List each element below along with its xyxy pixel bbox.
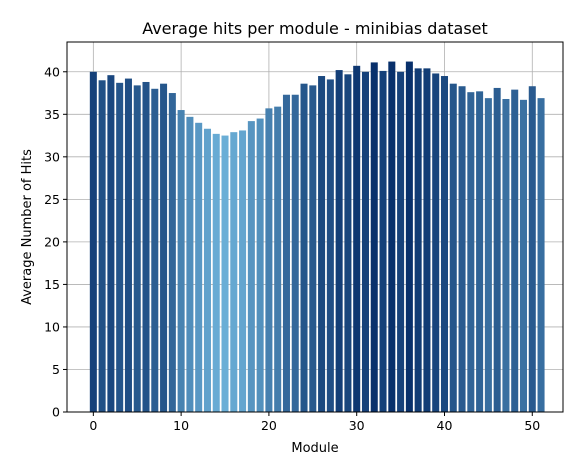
y-tick-label: 0 (52, 405, 60, 420)
bar-module-27 (326, 79, 334, 412)
bar-module-23 (291, 94, 299, 413)
bar-module-46 (493, 87, 501, 413)
bar-module-35 (397, 71, 405, 413)
bar-module-0 (89, 71, 97, 413)
bar-module-12 (195, 122, 203, 412)
x-axis-label: Module (291, 441, 338, 456)
bar-module-24 (300, 83, 308, 412)
bar-module-2 (107, 75, 115, 412)
y-axis-label: Average Number of Hits (20, 149, 35, 305)
bar-module-8 (160, 83, 168, 412)
x-tick-label: 30 (349, 418, 365, 433)
bar-module-32 (370, 62, 378, 413)
bar-module-33 (379, 70, 387, 412)
y-tick-label: 10 (44, 319, 60, 334)
bar-module-47 (502, 98, 510, 413)
bar-module-3 (116, 82, 124, 413)
y-axis-ticks: 0 5 10 15 20 25 30 35 40 (44, 64, 67, 420)
bar-module-36 (405, 61, 413, 412)
bar-module-39 (432, 73, 440, 413)
bar-module-50 (528, 86, 536, 412)
y-tick-label: 15 (44, 277, 60, 292)
y-tick-label: 35 (44, 107, 60, 122)
bar-module-7 (151, 88, 159, 412)
bar-module-14 (212, 133, 220, 413)
bar-module-34 (388, 61, 396, 412)
bar-module-41 (449, 83, 457, 412)
bar-module-11 (186, 116, 194, 412)
x-tick-label: 20 (261, 418, 277, 433)
bar-module-6 (142, 81, 150, 412)
bar-module-51 (537, 98, 545, 412)
bar-module-15 (221, 135, 229, 412)
x-axis-ticks: 0 10 20 30 40 50 (89, 412, 540, 433)
bar-module-17 (239, 130, 247, 412)
x-tick-label: 10 (173, 418, 189, 433)
bar-module-37 (414, 68, 422, 413)
bar-module-9 (168, 93, 176, 412)
bar-module-45 (484, 98, 492, 412)
bar-module-22 (282, 94, 290, 413)
bar-module-18 (247, 121, 255, 412)
bar-module-28 (335, 70, 343, 412)
y-tick-label: 40 (44, 64, 60, 79)
bar-module-20 (265, 108, 273, 413)
bar-module-21 (274, 106, 282, 412)
chart-title: Average hits per module - minibias datas… (142, 19, 488, 38)
bar-module-42 (458, 86, 466, 412)
bar-module-26 (318, 76, 326, 413)
x-tick-label: 0 (89, 418, 97, 433)
bar-module-31 (361, 71, 369, 413)
bar-module-16 (230, 132, 238, 412)
bar-module-30 (353, 65, 361, 412)
bar-module-48 (511, 89, 519, 412)
y-tick-label: 20 (44, 234, 60, 249)
bar-module-13 (203, 128, 211, 413)
bar-module-38 (423, 68, 431, 413)
bar-module-40 (440, 76, 448, 413)
plot-frame (66, 41, 564, 413)
bar-module-43 (467, 92, 475, 413)
y-tick-label: 30 (44, 149, 60, 164)
x-tick-label: 40 (437, 418, 453, 433)
y-tick-label: 25 (44, 192, 60, 207)
bar-module-1 (98, 80, 106, 412)
bar-module-5 (133, 85, 141, 413)
bar-module-29 (344, 74, 352, 412)
bar-module-10 (177, 110, 185, 413)
bar-module-49 (519, 99, 528, 412)
bars (89, 61, 545, 413)
x-tick-label: 50 (524, 418, 540, 433)
bar-module-19 (256, 118, 264, 412)
bar-module-4 (124, 78, 132, 413)
bar-module-25 (309, 85, 317, 413)
y-tick-label: 5 (52, 362, 60, 377)
bar-module-44 (476, 91, 484, 412)
